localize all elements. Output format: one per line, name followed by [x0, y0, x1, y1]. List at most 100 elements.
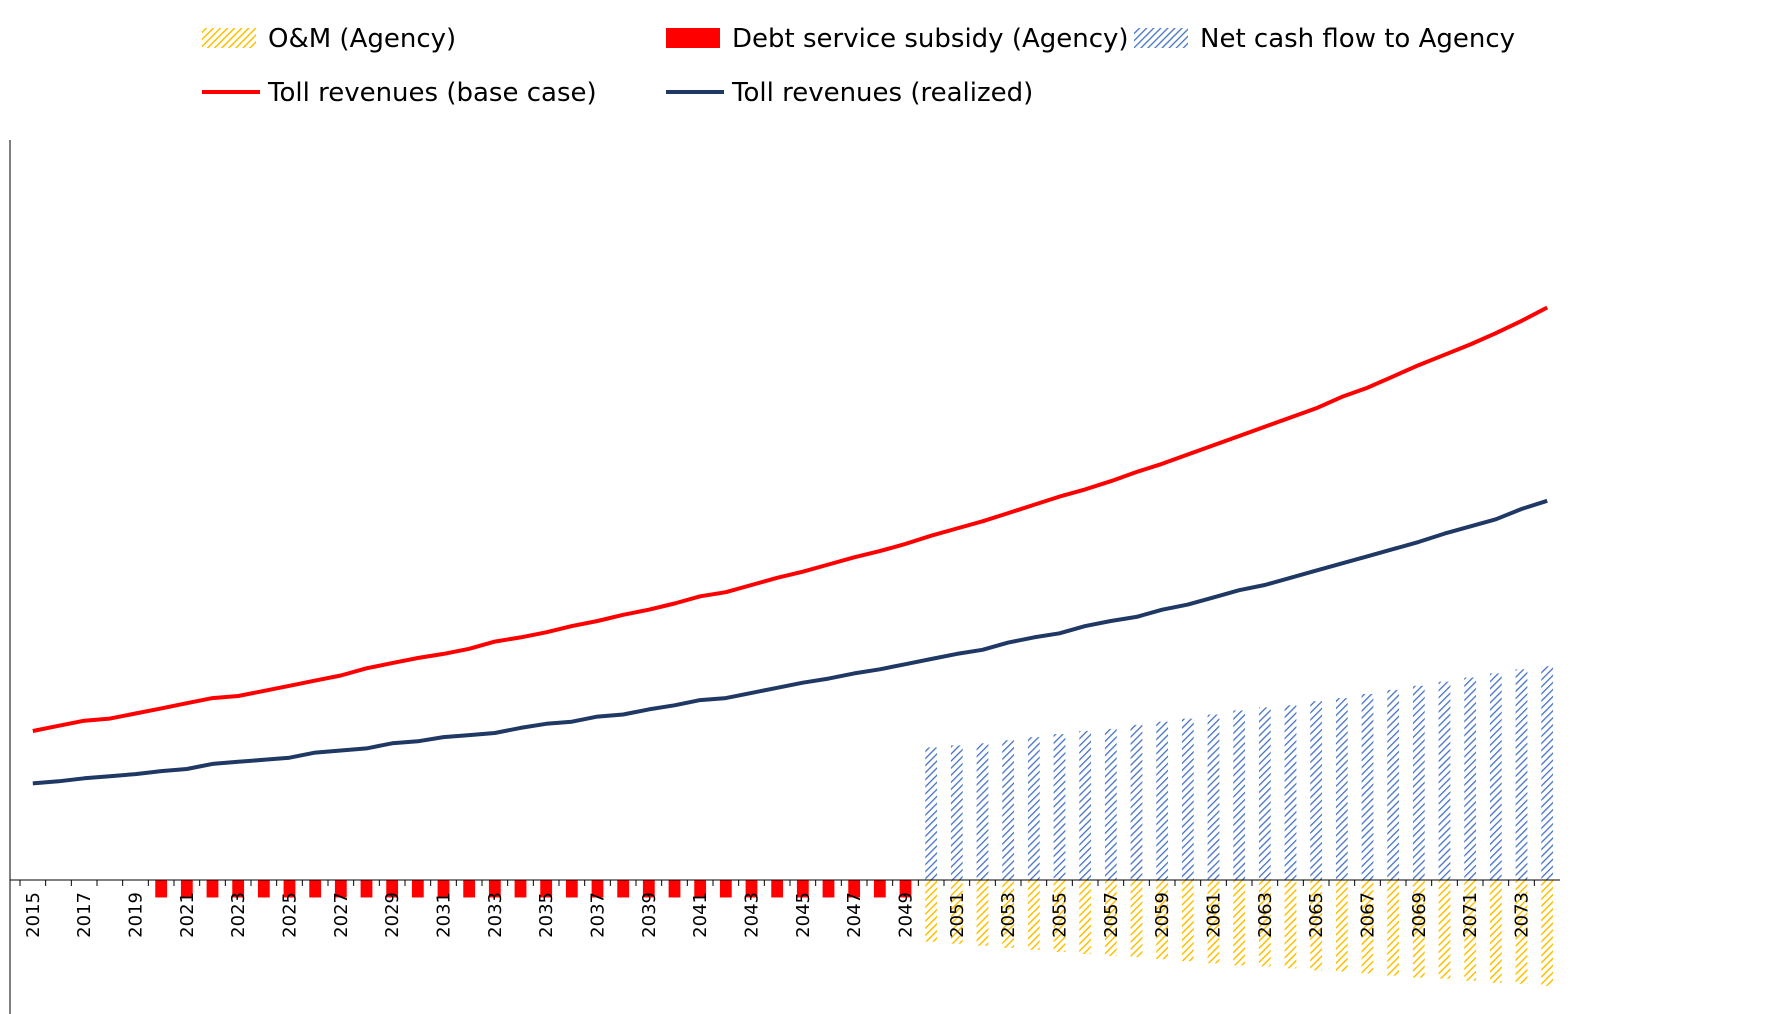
x-tick-label-2027: 2027	[331, 892, 352, 938]
x-tick-label-2073: 2073	[1512, 892, 1533, 938]
bar-debt-service-subsidy-agency-2032	[463, 880, 476, 898]
x-tick-label-2049: 2049	[896, 892, 917, 938]
legend-item-debt-service-subsidy-agency: Debt service subsidy (Agency)	[666, 24, 1129, 54]
bar-o-m-agency-2069	[1412, 880, 1425, 978]
line-toll-revenues-realized	[32, 498, 1548, 786]
bar-debt-service-subsidy-agency-2040	[668, 880, 681, 898]
bar-net-cash-flow-to-agency-2069	[1412, 685, 1425, 880]
x-tick-label-2071: 2071	[1460, 892, 1481, 938]
bar-debt-service-subsidy-agency-2031	[437, 880, 450, 898]
bar-net-cash-flow-to-agency-2074	[1541, 666, 1554, 880]
legend-swatch	[202, 28, 256, 48]
bar-debt-service-subsidy-agency-2047	[848, 880, 861, 898]
lines	[32, 305, 1549, 786]
legend-item-toll-revenues-base-case: Toll revenues (base case)	[202, 78, 597, 108]
bar-o-m-agency-2057	[1104, 880, 1117, 957]
legend-item-o-m-agency: O&M (Agency)	[202, 24, 456, 54]
series-debt-service-subsidy-agency	[155, 880, 912, 898]
bar-o-m-agency-2051	[950, 880, 963, 944]
x-tick-label-2029: 2029	[382, 892, 403, 938]
x-tick-label-2055: 2055	[1050, 892, 1071, 938]
bar-o-m-agency-2061	[1207, 880, 1220, 964]
x-tick-label-2023: 2023	[228, 892, 249, 938]
x-tick-label-2015: 2015	[23, 892, 44, 938]
bar-debt-service-subsidy-agency-2043	[745, 880, 758, 898]
bar-o-m-agency-2052	[976, 880, 989, 946]
x-tick-label-2019: 2019	[126, 892, 147, 938]
bar-debt-service-subsidy-agency-2024	[257, 880, 270, 898]
bar-debt-service-subsidy-agency-2025	[283, 880, 296, 898]
bar-net-cash-flow-to-agency-2067	[1361, 693, 1374, 880]
x-tick-label-2069: 2069	[1409, 892, 1430, 938]
x-tick-label-2039: 2039	[639, 892, 660, 938]
bar-debt-service-subsidy-agency-2049	[899, 880, 912, 898]
x-tick-label-2063: 2063	[1255, 892, 1276, 938]
bar-debt-service-subsidy-agency-2035	[540, 880, 553, 898]
bar-o-m-agency-2067	[1361, 880, 1374, 974]
bar-o-m-agency-2068	[1387, 880, 1400, 976]
bar-o-m-agency-2055	[1053, 880, 1066, 952]
x-tick-label-2031: 2031	[434, 892, 455, 938]
bar-debt-service-subsidy-agency-2037	[591, 880, 604, 898]
bar-debt-service-subsidy-agency-2020	[155, 880, 168, 898]
bar-net-cash-flow-to-agency-2055	[1053, 734, 1066, 880]
x-tick-label-2033: 2033	[485, 892, 506, 938]
bar-net-cash-flow-to-agency-2068	[1387, 689, 1400, 880]
bar-net-cash-flow-to-agency-2072	[1489, 673, 1502, 880]
bar-debt-service-subsidy-agency-2028	[360, 880, 373, 898]
bar-o-m-agency-2063	[1258, 880, 1271, 967]
legend: O&M (Agency) Debt service subsidy (Agency…	[202, 24, 1515, 108]
bar-o-m-agency-2062	[1233, 880, 1246, 966]
bar-debt-service-subsidy-agency-2048	[873, 880, 886, 898]
bar-o-m-agency-2073	[1515, 880, 1528, 984]
bar-o-m-agency-2065	[1310, 880, 1323, 971]
bar-net-cash-flow-to-agency-2063	[1258, 707, 1271, 880]
bar-debt-service-subsidy-agency-2021	[180, 880, 193, 898]
series-o-m-agency	[925, 880, 1554, 986]
bar-debt-service-subsidy-agency-2041	[694, 880, 707, 898]
legend-label: Net cash flow to Agency	[1200, 24, 1515, 54]
legend-label: Toll revenues (realized)	[731, 78, 1033, 108]
x-tick-label-2047: 2047	[844, 892, 865, 938]
bar-o-m-agency-2071	[1464, 880, 1477, 981]
bar-o-m-agency-2060	[1181, 880, 1194, 962]
bar-debt-service-subsidy-agency-2033	[488, 880, 501, 898]
bar-net-cash-flow-to-agency-2065	[1310, 701, 1323, 880]
x-tick-label-2025: 2025	[280, 892, 301, 938]
bar-debt-service-subsidy-agency-2046	[822, 880, 835, 898]
x-tick-label-2059: 2059	[1152, 892, 1173, 938]
legend-swatch	[666, 28, 720, 48]
x-tick-label-2041: 2041	[690, 892, 711, 938]
bar-debt-service-subsidy-agency-2029	[386, 880, 399, 898]
bar-net-cash-flow-to-agency-2054	[1027, 737, 1040, 880]
axes: 2015 2017 2019 2021 2023 2025 2027 2029 2031 2033…	[9, 140, 1560, 1014]
legend-label: O&M (Agency)	[268, 24, 456, 54]
bar-debt-service-subsidy-agency-2045	[796, 880, 809, 898]
bar-o-m-agency-2072	[1489, 880, 1502, 983]
bar-net-cash-flow-to-agency-2052	[976, 743, 989, 880]
bar-net-cash-flow-to-agency-2059	[1156, 721, 1169, 880]
bar-o-m-agency-2074	[1541, 880, 1554, 986]
legend-swatch	[1134, 28, 1188, 48]
x-tick-label-2057: 2057	[1101, 892, 1122, 938]
bar-net-cash-flow-to-agency-2050	[925, 747, 938, 880]
bar-debt-service-subsidy-agency-2038	[617, 880, 630, 898]
bar-debt-service-subsidy-agency-2039	[642, 880, 655, 898]
bar-net-cash-flow-to-agency-2057	[1104, 728, 1117, 880]
line-toll-revenues-base-case	[32, 305, 1549, 733]
bar-net-cash-flow-to-agency-2061	[1207, 714, 1220, 880]
legend-item-toll-revenues-realized: Toll revenues (realized)	[666, 78, 1033, 108]
x-tick-label-2045: 2045	[793, 892, 814, 938]
bar-debt-service-subsidy-agency-2023	[232, 880, 245, 898]
legend-label: Debt service subsidy (Agency)	[732, 24, 1129, 54]
bar-o-m-agency-2066	[1335, 880, 1348, 972]
bar-o-m-agency-2050	[925, 880, 938, 942]
x-tick-label-2021: 2021	[177, 892, 198, 938]
series-net-cash-flow-to-agency	[925, 666, 1554, 880]
x-tick-label-2035: 2035	[536, 892, 557, 938]
bar-net-cash-flow-to-agency-2056	[1079, 730, 1092, 880]
bar-debt-service-subsidy-agency-2022	[206, 880, 219, 898]
x-tick-label-2037: 2037	[588, 892, 609, 938]
